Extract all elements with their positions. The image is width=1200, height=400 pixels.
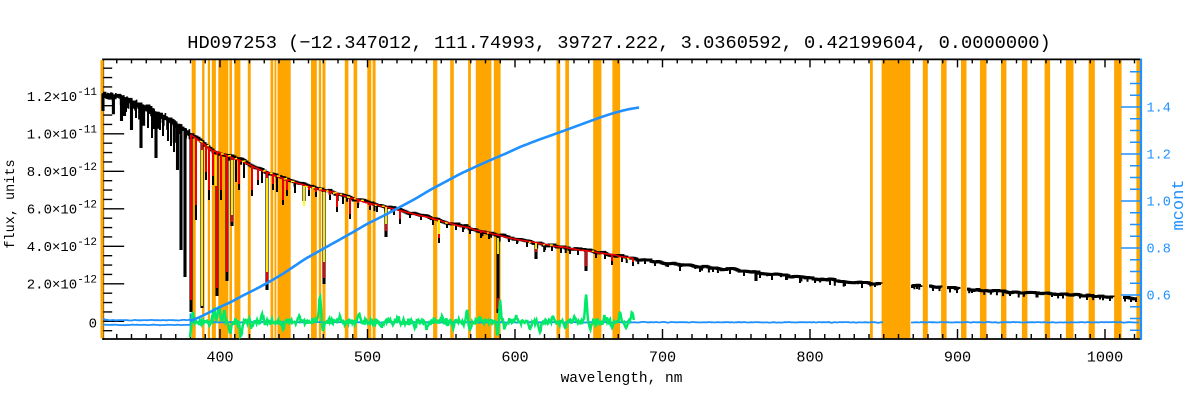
svg-text:0: 0 <box>89 317 97 333</box>
svg-text:1000: 1000 <box>1087 349 1123 367</box>
svg-text:1.0: 1.0 <box>1147 196 1171 211</box>
svg-text:1.2: 1.2 <box>1147 149 1171 164</box>
svg-text:1.4: 1.4 <box>1147 102 1171 117</box>
svg-text:500: 500 <box>354 349 381 367</box>
svg-text:0.8: 0.8 <box>1147 243 1171 258</box>
svg-text:0.6: 0.6 <box>1147 290 1171 305</box>
svg-text:wavelength, nm: wavelength, nm <box>561 371 683 387</box>
svg-text:flux, units: flux, units <box>4 159 19 248</box>
svg-text:700: 700 <box>649 349 676 367</box>
svg-text:mcont: mcont <box>1170 179 1189 230</box>
svg-text:600: 600 <box>501 349 528 367</box>
svg-text:800: 800 <box>796 349 823 367</box>
svg-text:400: 400 <box>206 349 233 367</box>
svg-text:900: 900 <box>944 349 971 367</box>
svg-text:HD097253 (−12.347012, 111.74: HD097253 (−12.347012, 111.74993, 39727.2… <box>187 32 1051 54</box>
